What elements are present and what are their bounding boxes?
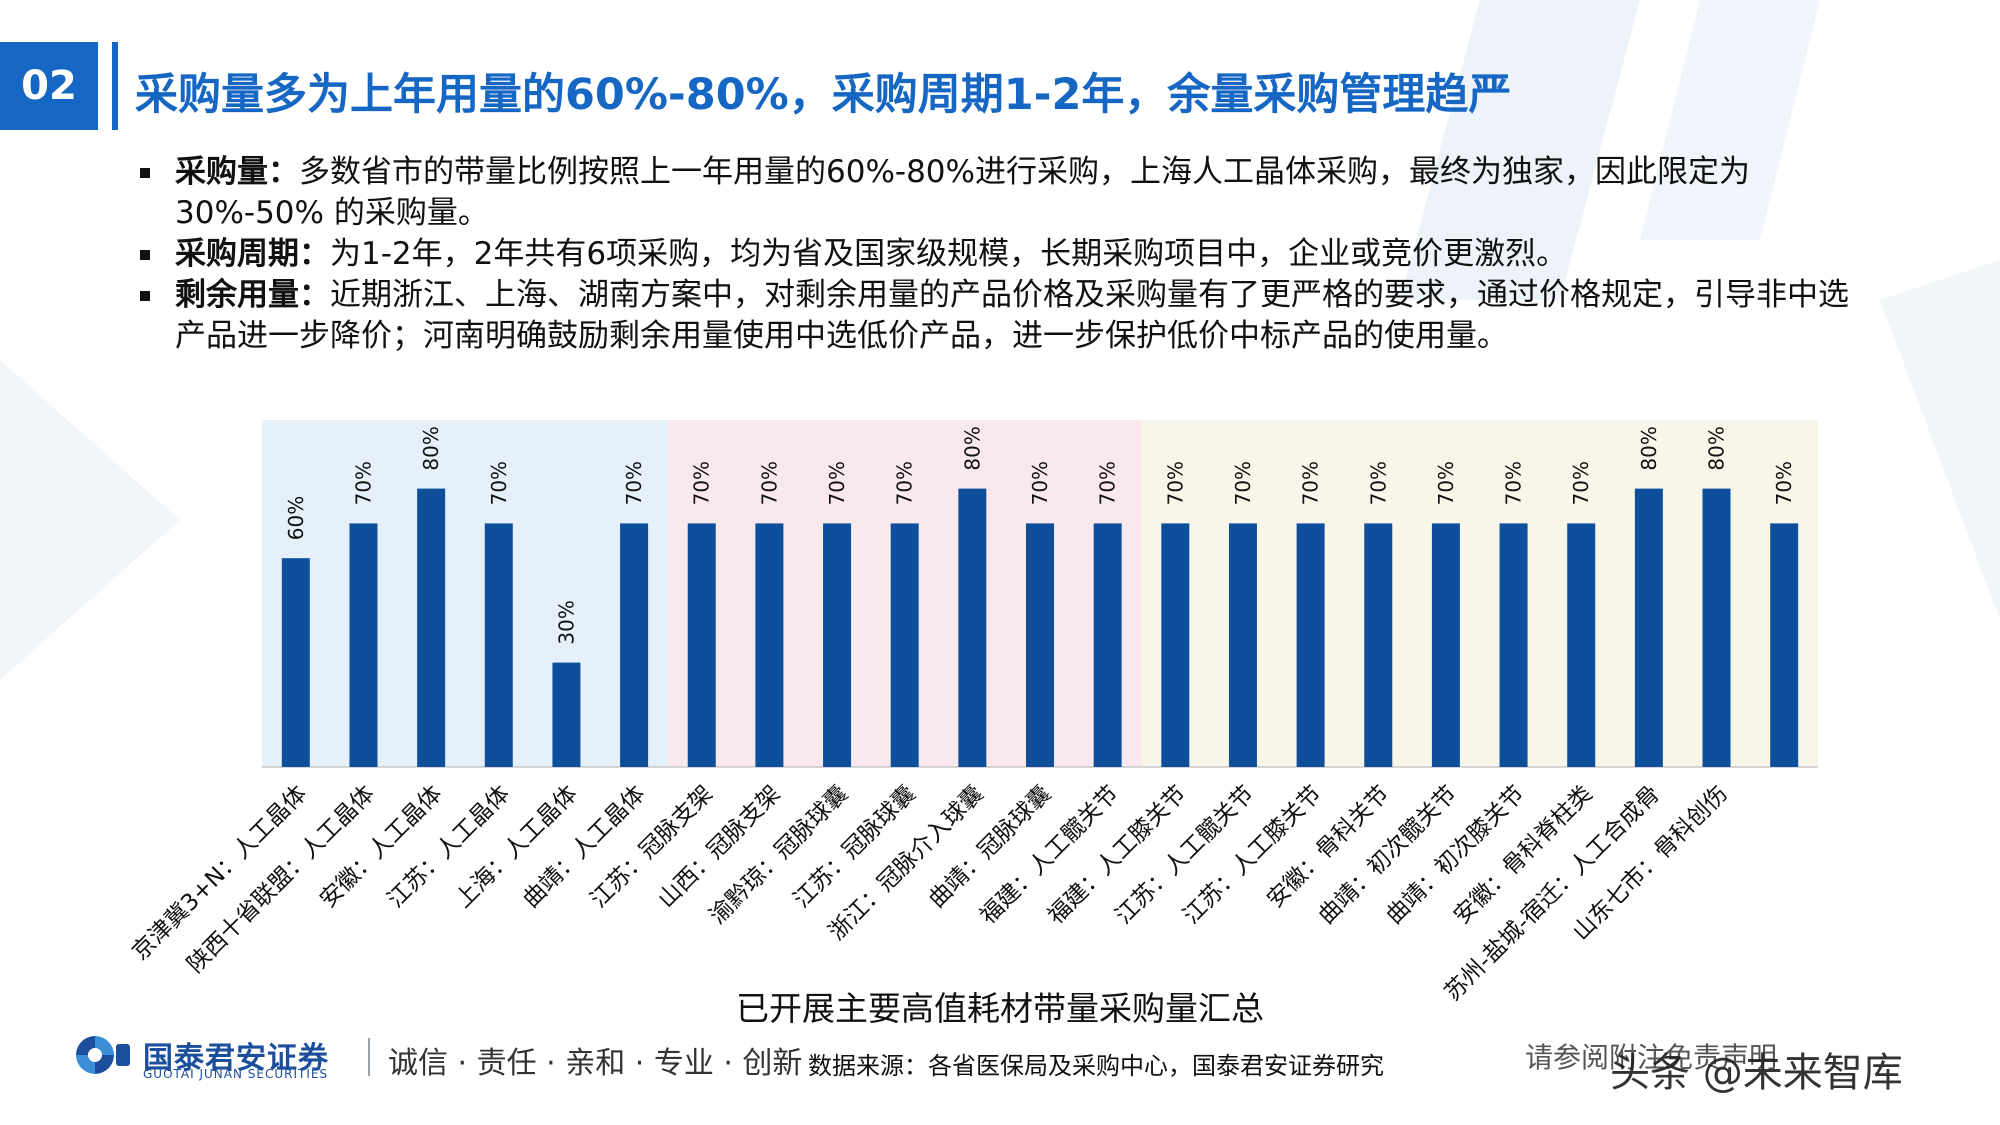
data-label: 70% (622, 461, 646, 505)
bullet-text: 多数省市的带量比例按照上一年用量的60%-80%进行采购，上海人工晶体采购，最终… (175, 154, 1750, 231)
category-tick-label: 江苏：冠脉支架 (586, 781, 718, 913)
chart-bar (823, 523, 852, 767)
data-label: 70% (1096, 461, 1120, 505)
data-label: 70% (487, 461, 511, 505)
data-label: 30% (554, 600, 578, 644)
data-label: 80% (1705, 426, 1729, 470)
chart-bar (1567, 523, 1596, 767)
bullet-text: 近期浙江、上海、湖南方案中，对剩余用量的产品价格及采购量有了更严格的要求，通过价… (175, 277, 1849, 354)
data-label: 70% (825, 461, 849, 505)
chart-bar (552, 662, 581, 767)
company-slogan: 诚信 · 责任 · 亲和 · 专业 · 创新 (388, 1046, 803, 1081)
bullet-item-remaining-volume: 剩余用量：近期浙江、上海、湖南方案中，对剩余用量的产品价格及采购量有了更严格的要… (135, 275, 1865, 357)
watermark: 头条 @未来智库 (1610, 1050, 1903, 1096)
guotai-junan-logo-icon (76, 1036, 130, 1074)
data-label: 80% (1637, 426, 1661, 470)
chart-bar (281, 558, 310, 767)
data-label: 70% (1502, 461, 1526, 505)
footer-divider (368, 1038, 370, 1076)
bar-chart: 60% 70% 80% 70% 30% 70% 70% 70% 70% 70% 80% 70% 70% 7… (127, 420, 1818, 1006)
section-number-badge: 02 (0, 42, 98, 130)
title-accent-bar (112, 42, 118, 130)
company-name-cn: 国泰君安证券 (143, 1041, 329, 1076)
data-label: 70% (1299, 461, 1323, 505)
chart-bar (1499, 523, 1528, 767)
bullet-list: 采购量：多数省市的带量比例按照上一年用量的60%-80%进行采购，上海人工晶体采… (135, 152, 1865, 357)
data-label: 70% (1366, 461, 1390, 505)
data-label: 70% (690, 461, 714, 505)
data-label: 80% (960, 426, 984, 470)
chart-bar (1296, 523, 1325, 767)
category-tick-label: 安徽：人工晶体 (315, 781, 447, 913)
chart-bar (620, 523, 649, 767)
bullet-label: 采购周期： (175, 236, 330, 272)
category-tick-label: 上海：人工晶体 (450, 781, 582, 913)
chart-band (262, 420, 668, 767)
category-tick-label: 曲靖：冠脉球囊 (924, 781, 1056, 913)
chart-bar (687, 523, 716, 767)
disclaimer-note: 请参阅附注免责声明 (1525, 1041, 1778, 1074)
bullet-item-purchase-volume: 采购量：多数省市的带量比例按照上一年用量的60%-80%进行采购，上海人工晶体采… (135, 152, 1865, 234)
data-label: 70% (1028, 461, 1052, 505)
data-label: 70% (1569, 461, 1593, 505)
chart-bar (417, 488, 446, 767)
data-label: 70% (893, 461, 917, 505)
data-label: 70% (351, 461, 375, 505)
chart-bar (755, 523, 784, 767)
category-tick-label: 江苏：人工晶体 (383, 781, 515, 913)
chart-bar (349, 523, 378, 767)
data-label: 70% (757, 461, 781, 505)
chart-bar (1702, 488, 1731, 767)
chart-bar (1228, 523, 1257, 767)
bullet-text: 为1-2年，2年共有6项采购，均为省及国家级规模，长期采购项目中，企业或竞价更激… (330, 236, 1568, 272)
data-label: 60% (284, 496, 308, 540)
category-tick-label: 山西：冠脉支架 (653, 781, 785, 913)
data-label: 70% (1163, 461, 1187, 505)
chart-bar (1431, 523, 1460, 767)
bullet-label: 剩余用量： (175, 277, 330, 313)
category-tick-label: 江苏：冠脉球囊 (789, 781, 921, 913)
bullet-item-purchase-cycle: 采购周期：为1-2年，2年共有6项采购，均为省及国家级规模，长期采购项目中，企业… (135, 234, 1865, 275)
chart-bar (1364, 523, 1393, 767)
chart-title: 已开展主要高值耗材带量采购量汇总 (736, 989, 1264, 1028)
section-number: 02 (21, 63, 77, 109)
category-tick-label: 曲靖：人工晶体 (518, 781, 650, 913)
chart-bar (958, 488, 987, 767)
bullet-label: 采购量： (175, 154, 299, 190)
chart-bar (1161, 523, 1190, 767)
chart-bar (1093, 523, 1122, 767)
chart-bar (1634, 488, 1663, 767)
data-label: 70% (1231, 461, 1255, 505)
page-title: 采购量多为上年用量的60%-80%，采购周期1-2年，余量采购管理趋严 (135, 70, 1512, 120)
chart-bar (890, 523, 919, 767)
chart-bar (1026, 523, 1054, 767)
data-source: 数据来源：各省医保局及采购中心，国泰君安证券研究 (808, 1052, 1384, 1080)
category-tick-label: 安徽：骨科关节 (1262, 781, 1394, 913)
company-name-en: GUOTAI JUNAN SECURITIES (143, 1067, 329, 1081)
chart-bar (1770, 523, 1799, 767)
data-label: 70% (1434, 461, 1458, 505)
data-label: 70% (1772, 461, 1796, 505)
data-label: 80% (419, 426, 443, 470)
chart-bar (484, 523, 513, 767)
